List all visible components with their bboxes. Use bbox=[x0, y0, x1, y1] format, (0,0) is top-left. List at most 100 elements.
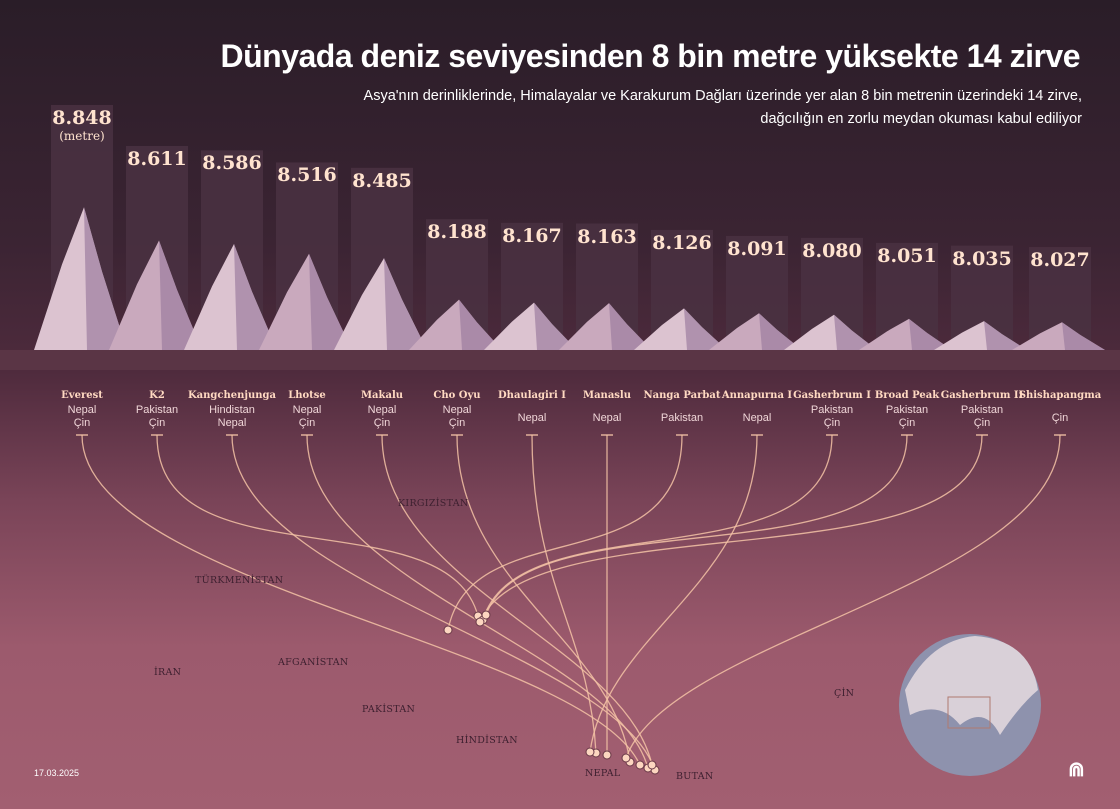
mountain-shadow bbox=[834, 314, 877, 350]
peak-location-dot bbox=[647, 760, 657, 770]
mountain-shadow bbox=[309, 253, 352, 350]
map-label-china: ÇİN bbox=[834, 688, 855, 699]
mountain-shadow bbox=[534, 302, 577, 350]
location-arc bbox=[625, 434, 1061, 759]
peak-country: Çin bbox=[73, 417, 91, 429]
value-label: 8.586 bbox=[202, 152, 262, 175]
map-label-india: HİNDİSTAN bbox=[456, 735, 518, 746]
peak-location-dot bbox=[585, 747, 595, 757]
peak-country: Hindistan bbox=[209, 404, 255, 416]
map-label-turkmenistan: TÜRKMENİSTAN bbox=[195, 575, 284, 586]
peak-location-dot bbox=[443, 625, 453, 635]
peak-location-dot bbox=[481, 610, 491, 620]
peak-country: Nepal bbox=[592, 412, 622, 424]
mountain-shadow bbox=[684, 308, 727, 350]
location-arc bbox=[381, 434, 653, 766]
peak-country: Pakistan bbox=[960, 404, 1004, 416]
peak-name: Cho Oyu bbox=[433, 390, 481, 401]
value-label: 8.611 bbox=[127, 148, 187, 170]
value-label: 8.035 bbox=[952, 247, 1012, 270]
peak-country: Çin bbox=[373, 417, 391, 429]
peak-country: Nepal bbox=[367, 404, 397, 416]
ground-strip bbox=[0, 350, 1120, 370]
location-arc bbox=[485, 434, 908, 616]
mountain-shadow bbox=[84, 207, 127, 350]
location-arc bbox=[231, 434, 656, 771]
mountain-shadow bbox=[1062, 322, 1105, 350]
location-arc bbox=[306, 434, 649, 769]
subtitle-line-2: dağcılığın en zorlu meydan okuması kabul… bbox=[760, 111, 1082, 127]
peak-name: Lhotse bbox=[288, 390, 326, 401]
mountain-shadow bbox=[609, 303, 652, 350]
peak-name: Shishapangma bbox=[1018, 390, 1102, 401]
value-label: 8.126 bbox=[652, 231, 712, 254]
peak-name: Kangchenjunga bbox=[187, 390, 277, 401]
peak-country: Pakistan bbox=[810, 404, 854, 416]
subtitle-line-1: Asya'nın derinliklerinde, Himalayalar ve… bbox=[363, 88, 1082, 104]
peak-country: Çin bbox=[448, 417, 466, 429]
map-label-pakistan: PAKİSTAN bbox=[362, 704, 416, 715]
peak-location-dot bbox=[475, 617, 485, 627]
mountain-shadow bbox=[159, 240, 202, 350]
peak-country: Nepal bbox=[742, 412, 772, 424]
location-arc bbox=[447, 434, 683, 631]
location-arc bbox=[81, 434, 641, 766]
peak-name: Dhaulagiri I bbox=[498, 390, 566, 401]
mountain-shadow bbox=[384, 258, 427, 350]
peak-name: Everest bbox=[61, 390, 103, 401]
location-arc bbox=[479, 434, 983, 623]
peak-country: Pakistan bbox=[885, 404, 929, 416]
peak-country: Çin bbox=[298, 417, 316, 429]
peak-location-dot bbox=[621, 753, 631, 763]
peak-name: Manaslu bbox=[583, 390, 631, 401]
page-title: Dünyada deniz seviyesinden 8 bin metre y… bbox=[220, 38, 1081, 74]
peak-name: Gasherbrum II bbox=[940, 390, 1024, 401]
peak-country: Çin bbox=[898, 417, 916, 429]
map-label-nepal: NEPAL bbox=[585, 768, 621, 779]
value-label: 8.848 bbox=[52, 107, 112, 129]
date: 17.03.2025 bbox=[34, 768, 80, 778]
value-label: 8.485 bbox=[352, 169, 412, 192]
value-label: 8.167 bbox=[502, 224, 562, 247]
mountain-shadow bbox=[909, 318, 952, 350]
aa-logo: ⋒ bbox=[1068, 759, 1085, 781]
peak-name: Broad Peak bbox=[874, 390, 940, 401]
peak-name: Nanga Parbat bbox=[643, 390, 721, 401]
value-label: 8.027 bbox=[1030, 249, 1090, 272]
value-label: 8.188 bbox=[427, 221, 487, 244]
globe-inset bbox=[899, 634, 1041, 776]
map-label-afghanistan: AFGANİSTAN bbox=[278, 657, 349, 668]
value-label: 8.080 bbox=[802, 239, 862, 262]
peak-country: Pakistan bbox=[135, 404, 179, 416]
map-label-bhutan: BUTAN bbox=[676, 771, 714, 782]
mountain-shadow bbox=[234, 243, 277, 350]
unit-label: (metre) bbox=[59, 129, 105, 143]
peak-country: Pakistan bbox=[660, 412, 704, 424]
peak-country: Çin bbox=[148, 417, 166, 429]
peak-country: Nepal bbox=[217, 417, 247, 429]
peak-country: Nepal bbox=[67, 404, 97, 416]
value-label: 8.051 bbox=[877, 244, 937, 267]
value-label: 8.516 bbox=[277, 164, 337, 187]
mountain-shadow bbox=[984, 321, 1027, 350]
peak-country: Çin bbox=[823, 417, 841, 429]
value-label: 8.163 bbox=[577, 225, 637, 248]
peak-location-dot bbox=[635, 760, 645, 770]
mountain-shadow bbox=[459, 299, 502, 350]
location-arc bbox=[531, 434, 597, 754]
peak-country: Nepal bbox=[442, 404, 472, 416]
peak-country: Çin bbox=[1051, 412, 1069, 424]
map-label-iran: İRAN bbox=[154, 667, 182, 678]
map-label-kyrgyzstan: KIRGIZİSTAN bbox=[398, 498, 469, 509]
peak-country: Çin bbox=[973, 417, 991, 429]
peak-name: Annapurna I bbox=[721, 390, 793, 401]
peak-name: Makalu bbox=[360, 390, 404, 401]
value-label: 8.091 bbox=[727, 237, 787, 260]
location-arc bbox=[589, 434, 758, 753]
location-arc bbox=[156, 434, 479, 617]
peak-country: Nepal bbox=[517, 412, 547, 424]
location-arc bbox=[456, 434, 631, 763]
peak-country: Nepal bbox=[292, 404, 322, 416]
